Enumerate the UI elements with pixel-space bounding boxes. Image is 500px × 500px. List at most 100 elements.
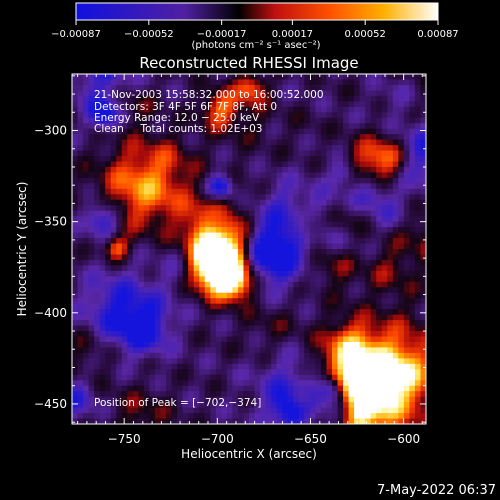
heatmap-cell: [232, 249, 239, 256]
heatmap-cell: [343, 309, 350, 316]
heatmap-cell: [94, 309, 101, 316]
heatmap-cell: [392, 309, 399, 316]
heatmap-cell: [309, 265, 316, 272]
heatmap-cell: [94, 292, 101, 299]
heatmap-cell: [149, 391, 156, 398]
heatmap-cell: [210, 270, 217, 277]
heatmap-cell: [83, 347, 90, 354]
heatmap-cell: [409, 227, 416, 234]
heatmap-cell: [143, 358, 151, 365]
heatmap-cell: [414, 325, 422, 332]
heatmap-cell: [271, 194, 278, 201]
heatmap-cell: [420, 106, 426, 113]
heatmap-cell: [149, 341, 156, 349]
heatmap-cell: [226, 270, 234, 277]
heatmap-cell: [226, 161, 234, 168]
heatmap-cell: [398, 227, 405, 234]
heatmap-cell: [287, 188, 294, 195]
heatmap-cell: [343, 391, 350, 398]
heatmap-cell: [326, 139, 333, 146]
heatmap-cell: [121, 352, 128, 359]
heatmap-cell: [254, 309, 261, 316]
heatmap-cell: [320, 320, 328, 327]
heatmap-cell: [420, 243, 426, 250]
heatmap-cell: [121, 402, 128, 409]
heatmap-cell: [149, 161, 156, 168]
heatmap-cell: [77, 358, 84, 365]
heatmap-cell: [271, 287, 278, 294]
heatmap-cell: [276, 385, 283, 392]
heatmap-cell: [337, 74, 344, 81]
heatmap-cell: [182, 84, 189, 92]
heatmap-cell: [232, 177, 239, 184]
heatmap-cell: [138, 303, 145, 310]
heatmap-cell: [132, 391, 139, 398]
heatmap-cell: [271, 385, 278, 392]
heatmap-cell: [414, 216, 422, 223]
heatmap-cell: [210, 177, 217, 184]
heatmap-cell: [132, 232, 139, 239]
heatmap-cell: [77, 79, 84, 86]
heatmap-cell: [265, 145, 272, 152]
heatmap-cell: [127, 303, 134, 310]
heatmap-cell: [265, 396, 272, 403]
heatmap-cell: [226, 166, 234, 174]
heatmap-cell: [132, 309, 139, 316]
heatmap-cell: [149, 194, 156, 201]
heatmap-cell: [304, 347, 311, 354]
heatmap-cell: [121, 183, 128, 190]
heatmap-cell: [193, 156, 200, 163]
heatmap-cell: [243, 358, 250, 365]
heatmap-cell: [365, 325, 372, 332]
heatmap-cell: [237, 413, 245, 420]
heatmap-cell: [381, 150, 388, 157]
heatmap-cell: [265, 123, 272, 130]
heatmap-cell: [121, 385, 128, 392]
heatmap-cell: [348, 254, 355, 261]
heatmap-cell: [271, 270, 278, 277]
heatmap-cell: [154, 194, 162, 201]
heatmap-cell: [287, 385, 294, 392]
heatmap-cell: [282, 385, 289, 392]
heatmap-cell: [376, 407, 383, 414]
heatmap-cell: [387, 232, 394, 239]
heatmap-cell: [143, 101, 151, 108]
heatmap-cell: [282, 156, 289, 163]
heatmap-cell: [132, 363, 139, 370]
heatmap-cell: [188, 407, 195, 414]
heatmap-cell: [420, 358, 426, 365]
heatmap-cell: [199, 227, 206, 234]
heatmap-cell: [409, 320, 416, 327]
heatmap-cell: [138, 139, 145, 146]
heatmap-cell: [249, 84, 256, 92]
heatmap-cell: [77, 303, 84, 310]
heatmap-cell: [343, 166, 350, 174]
heatmap-cell: [121, 314, 128, 321]
heatmap-cell: [149, 106, 156, 113]
heatmap-cell: [376, 374, 383, 381]
heatmap-cell: [381, 106, 388, 113]
heatmap-cell: [143, 243, 151, 250]
heatmap-cell: [226, 221, 234, 228]
heatmap-cell: [226, 134, 234, 141]
heatmap-cell: [309, 84, 316, 92]
heatmap-cell: [359, 205, 366, 212]
heatmap-cell: [398, 309, 405, 316]
heatmap-cell: [132, 276, 139, 283]
heatmap-cell: [83, 320, 90, 327]
heatmap-cell: [309, 128, 316, 135]
heatmap-cell: [94, 238, 101, 245]
heatmap-cell: [348, 84, 355, 92]
heatmap-cell: [149, 249, 156, 256]
heatmap-cell: [232, 210, 239, 217]
heatmap-cell: [392, 380, 399, 387]
heatmap-cell: [376, 385, 383, 392]
heatmap-cell: [420, 90, 426, 97]
heatmap-cell: [127, 369, 134, 376]
heatmap-cell: [370, 298, 377, 305]
heatmap-cell: [199, 183, 206, 190]
heatmap-cell: [320, 177, 328, 184]
heatmap-cell: [88, 303, 95, 310]
heatmap-cell: [343, 270, 350, 277]
heatmap-cell: [138, 238, 145, 245]
